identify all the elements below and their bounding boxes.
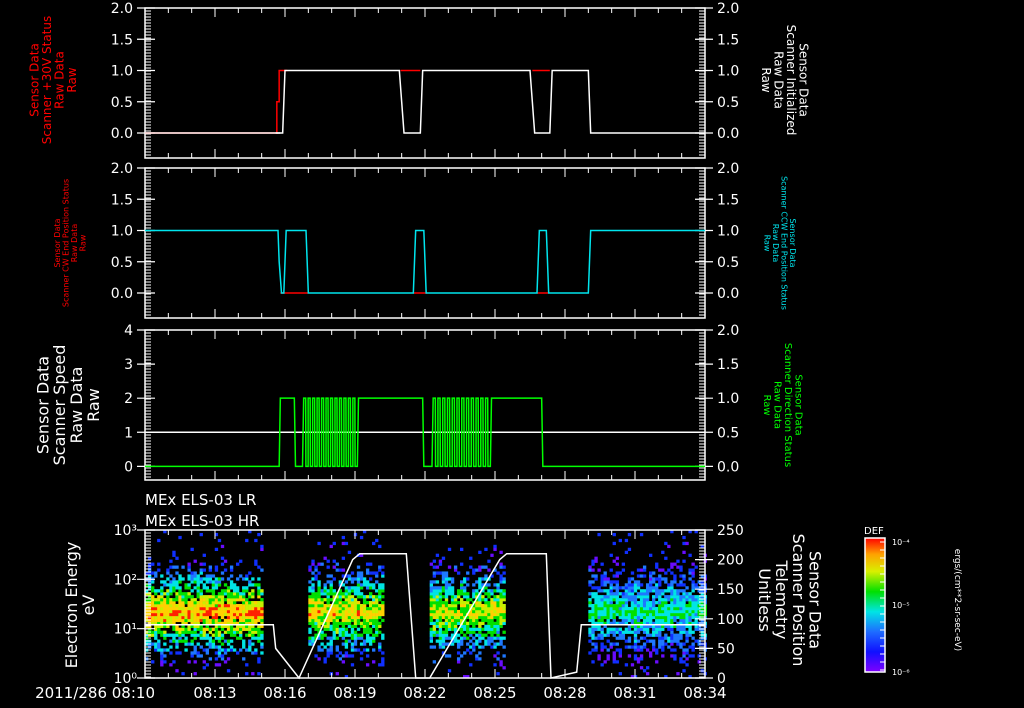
svg-text:2011/286 08:10: 2011/286 08:10 xyxy=(35,684,155,702)
svg-text:Raw: Raw xyxy=(65,67,79,92)
svg-text:0.5: 0.5 xyxy=(717,95,739,111)
svg-text:2.0: 2.0 xyxy=(111,161,133,177)
svg-text:2: 2 xyxy=(124,391,133,407)
svg-text:1: 1 xyxy=(124,425,133,441)
svg-text:08:34: 08:34 xyxy=(683,684,726,702)
svg-text:Scanner CCW End Position Statu: Scanner CCW End Position Status xyxy=(779,176,788,310)
svg-text:1.0: 1.0 xyxy=(111,224,133,240)
svg-text:10³: 10³ xyxy=(114,523,137,539)
svg-text:Sensor Data: Sensor Data xyxy=(33,356,52,454)
svg-text:1.5: 1.5 xyxy=(717,357,739,373)
svg-text:150: 150 xyxy=(717,582,744,598)
svg-text:Raw Data: Raw Data xyxy=(771,224,780,263)
svg-text:Raw: Raw xyxy=(763,235,772,252)
svg-text:100: 100 xyxy=(717,612,744,628)
spectrogram xyxy=(145,530,707,679)
svg-text:Scanner CW End Position Status: Scanner CW End Position Status xyxy=(62,179,71,307)
svg-text:1.0: 1.0 xyxy=(717,224,739,240)
svg-text:08:31: 08:31 xyxy=(613,684,656,702)
svg-text:10⁻⁴: 10⁻⁴ xyxy=(892,538,910,547)
svg-text:1.0: 1.0 xyxy=(717,64,739,80)
svg-text:08:28: 08:28 xyxy=(543,684,586,702)
svg-text:Raw Data: Raw Data xyxy=(70,224,79,263)
svg-text:0.5: 0.5 xyxy=(717,255,739,271)
svg-text:Raw Data: Raw Data xyxy=(772,51,786,109)
svg-text:Electron Energy: Electron Energy xyxy=(62,542,81,669)
svg-text:Sensor Data: Sensor Data xyxy=(53,218,62,267)
svg-text:0.0: 0.0 xyxy=(717,459,739,475)
svg-text:08:13: 08:13 xyxy=(193,684,236,702)
svg-text:Scanner +30V Status: Scanner +30V Status xyxy=(40,16,54,145)
svg-text:Scanner Speed: Scanner Speed xyxy=(50,345,69,466)
svg-text:0.0: 0.0 xyxy=(111,286,133,302)
svg-text:0.5: 0.5 xyxy=(717,425,739,441)
svg-text:Sensor Data: Sensor Data xyxy=(788,218,797,267)
panel1-frame xyxy=(144,7,706,159)
svg-text:DEF: DEF xyxy=(864,526,884,537)
svg-text:1.0: 1.0 xyxy=(717,391,739,407)
svg-text:0.0: 0.0 xyxy=(717,286,739,302)
svg-text:Raw: Raw xyxy=(761,394,772,415)
svg-text:3: 3 xyxy=(124,357,133,373)
svg-text:50: 50 xyxy=(717,641,735,657)
svg-text:Scanner Position: Scanner Position xyxy=(789,534,808,667)
svg-text:1.5: 1.5 xyxy=(717,32,739,48)
svg-text:MEx ELS-03 LR: MEx ELS-03 LR xyxy=(145,491,256,509)
svg-text:ergs/(cm**2-sr-sec-eV): ergs/(cm**2-sr-sec-eV) xyxy=(952,549,962,651)
svg-text:Raw: Raw xyxy=(84,388,103,422)
svg-text:0: 0 xyxy=(124,459,133,475)
svg-text:Unitless: Unitless xyxy=(755,568,774,632)
svg-text:10⁰: 10⁰ xyxy=(114,671,138,687)
svg-text:Telemetry: Telemetry xyxy=(772,560,791,640)
svg-text:250: 250 xyxy=(717,523,744,539)
svg-text:Scanner Initialized: Scanner Initialized xyxy=(784,25,798,136)
svg-text:08:22: 08:22 xyxy=(403,684,446,702)
svg-text:Sensor Data: Sensor Data xyxy=(806,551,825,649)
svg-text:10⁻⁵: 10⁻⁵ xyxy=(892,601,910,610)
panel3-frame xyxy=(144,329,706,481)
svg-text:10⁻⁶: 10⁻⁶ xyxy=(892,668,910,677)
svg-text:1.5: 1.5 xyxy=(111,32,133,48)
svg-text:Raw Data: Raw Data xyxy=(771,381,782,429)
svg-text:4: 4 xyxy=(124,323,133,339)
svg-text:0.0: 0.0 xyxy=(111,126,133,142)
svg-text:2.0: 2.0 xyxy=(717,1,739,17)
svg-text:10²: 10² xyxy=(114,572,137,588)
svg-text:1.5: 1.5 xyxy=(717,192,739,208)
svg-text:2.0: 2.0 xyxy=(111,1,133,17)
svg-text:08:19: 08:19 xyxy=(333,684,376,702)
svg-text:Sensor Data: Sensor Data xyxy=(792,374,803,435)
svg-text:Sensor Data: Sensor Data xyxy=(797,43,811,117)
svg-text:10¹: 10¹ xyxy=(114,622,137,638)
svg-text:Sensor Data: Sensor Data xyxy=(27,43,41,117)
svg-text:MEx ELS-03 HR: MEx ELS-03 HR xyxy=(145,512,259,530)
svg-text:Scanner Direction Status: Scanner Direction Status xyxy=(782,343,793,467)
svg-text:Raw Data: Raw Data xyxy=(53,51,67,109)
svg-text:Raw: Raw xyxy=(78,234,87,251)
svg-text:0: 0 xyxy=(717,671,726,687)
svg-text:08:16: 08:16 xyxy=(263,684,306,702)
svg-text:0.0: 0.0 xyxy=(717,126,739,142)
svg-text:2.0: 2.0 xyxy=(717,161,739,177)
svg-text:0.5: 0.5 xyxy=(111,95,133,111)
svg-text:Raw: Raw xyxy=(759,67,773,92)
svg-text:200: 200 xyxy=(717,553,744,569)
svg-text:2.0: 2.0 xyxy=(717,323,739,339)
svg-text:eV: eV xyxy=(79,595,98,616)
svg-text:0.5: 0.5 xyxy=(111,255,133,271)
svg-text:1.5: 1.5 xyxy=(111,192,133,208)
svg-text:08:25: 08:25 xyxy=(473,684,516,702)
svg-text:1.0: 1.0 xyxy=(111,64,133,80)
svg-text:Raw Data: Raw Data xyxy=(67,367,86,444)
